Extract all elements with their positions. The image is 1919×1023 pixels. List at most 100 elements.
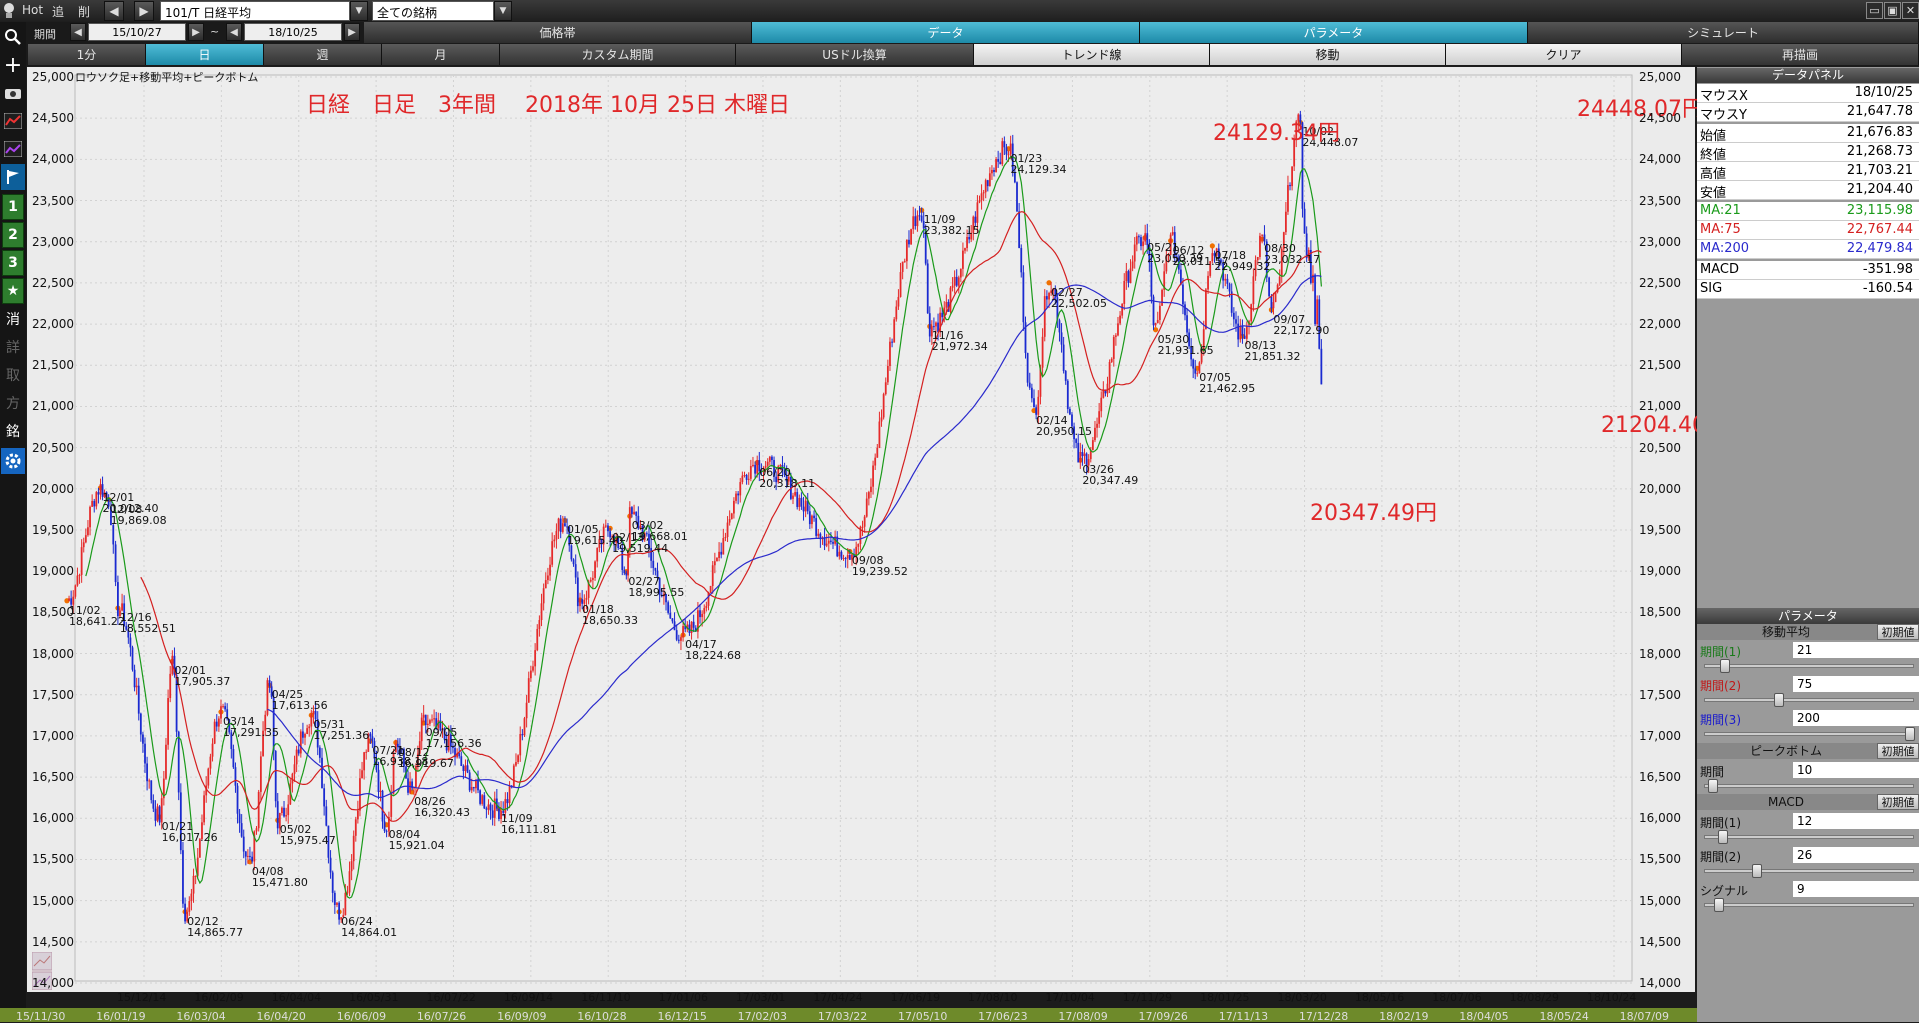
macd-period2-input[interactable]: 26 [1793, 847, 1919, 863]
ma-period2-knob[interactable] [1774, 693, 1784, 707]
candle-body [730, 513, 733, 520]
candle-body [804, 500, 807, 512]
macd-signal-knob[interactable] [1714, 898, 1724, 912]
candle-body [652, 560, 655, 568]
date-to-field[interactable]: 18/10/25 [244, 23, 342, 41]
direction-button[interactable]: 方 [6, 396, 20, 412]
chart-purple-icon[interactable] [1, 136, 25, 162]
tab-move[interactable]: 移動 [1210, 44, 1446, 65]
crosshair-icon[interactable]: + [3, 52, 23, 78]
search-icon[interactable] [1, 24, 25, 50]
erase-button[interactable]: 消 [6, 312, 20, 328]
macd-signal-input[interactable]: 9 [1793, 881, 1919, 897]
pb-period-input[interactable]: 10 [1793, 762, 1919, 778]
ma-reset-button[interactable]: 初期値 [1877, 624, 1919, 640]
ma-period2-slider[interactable] [1704, 698, 1914, 702]
candle-body [105, 492, 108, 499]
peak-label: 01/05 19,615.40 [567, 524, 623, 546]
tab-price-band[interactable]: 価格帯 [364, 22, 752, 43]
tab-usd-conversion[interactable]: USドル換算 [736, 44, 974, 65]
maximize-button[interactable]: ▣ [1884, 2, 1901, 19]
peak-date: 06/24 [341, 914, 373, 928]
symbol-button[interactable]: 銘 [6, 424, 20, 440]
ma-period2-input[interactable]: 75 [1793, 676, 1919, 692]
ma-period1-slider[interactable] [1704, 664, 1914, 668]
pb-period-knob[interactable] [1708, 779, 1718, 793]
macd-signal-slider[interactable] [1704, 903, 1914, 907]
candle-body [107, 498, 110, 507]
pb-reset-button[interactable]: 初期値 [1877, 743, 1919, 759]
add-button[interactable]: 追 [52, 5, 65, 19]
preset-1-button[interactable]: 1 [2, 194, 24, 220]
tab-clear[interactable]: クリア [1446, 44, 1682, 65]
tab-redraw[interactable]: 再描画 [1682, 44, 1919, 65]
camera-icon[interactable] [1, 80, 25, 106]
candle-body [581, 599, 584, 604]
trade-button[interactable]: 取 [6, 368, 20, 384]
tab-daily[interactable]: 日 [146, 44, 264, 65]
candle-body [861, 526, 864, 528]
tab-monthly[interactable]: 月 [382, 44, 500, 65]
macd-period1-input[interactable]: 12 [1793, 813, 1919, 829]
candle-body [848, 555, 851, 560]
candle-body [331, 872, 334, 893]
flag-icon[interactable] [1, 164, 25, 190]
ma-period1-knob[interactable] [1720, 659, 1730, 673]
candle-body [1048, 292, 1050, 300]
gear-icon[interactable] [1, 448, 25, 474]
bottom-x-label: 16/06/09 [336, 1010, 387, 1023]
candle-body [1062, 344, 1065, 371]
candle-body [495, 798, 498, 809]
lightbulb-icon[interactable] [2, 2, 16, 20]
universe-dropdown-icon[interactable]: ▼ [494, 1, 512, 21]
date-from-prev-button[interactable]: ◀ [70, 23, 86, 41]
candle-body [1003, 141, 1006, 148]
chart-area[interactable]: ロウソク足+移動平均+ピークボトム 日経 日足 3年間 2018年 10月 25… [27, 67, 1728, 1004]
prev-symbol-button[interactable]: ◀ [104, 1, 124, 21]
pb-period-slider[interactable] [1704, 784, 1914, 788]
macd-period1-knob[interactable] [1718, 830, 1728, 844]
macd-reset-button[interactable]: 初期値 [1877, 794, 1919, 810]
macd-period2-slider[interactable] [1704, 869, 1914, 873]
close-button[interactable]: ✕ [1902, 2, 1919, 19]
symbol-dropdown-icon[interactable]: ▼ [350, 1, 368, 21]
symbol-field[interactable]: 101/T 日経平均 [160, 1, 350, 21]
candle-body [135, 685, 138, 688]
tab-weekly[interactable]: 週 [264, 44, 382, 65]
candle-body [594, 561, 596, 578]
date-to-next-button[interactable]: ▶ [344, 23, 360, 41]
date-from-field[interactable]: 15/10/27 [88, 23, 186, 41]
candle-body [255, 828, 258, 832]
ma-period1-input[interactable]: 21 [1793, 642, 1919, 658]
tab-simulate[interactable]: シミュレート [1528, 22, 1919, 43]
preset-2-button[interactable]: 2 [2, 222, 24, 248]
ma-period3-input[interactable]: 200 [1793, 710, 1919, 726]
date-from-next-button[interactable]: ▶ [188, 23, 204, 41]
tab-data[interactable]: データ [752, 22, 1140, 43]
universe-field[interactable]: 全ての銘柄 [372, 1, 494, 21]
candle-body [878, 421, 881, 448]
preset-3-button[interactable]: 3 [2, 250, 24, 276]
ma-period3-slider[interactable] [1704, 732, 1914, 736]
tab-custom-period[interactable]: カスタム期間 [500, 44, 736, 65]
candle-body [1194, 368, 1197, 374]
minimize-button[interactable]: ▭ [1866, 2, 1883, 19]
tab-trend-line[interactable]: トレンド線 [974, 44, 1210, 65]
detail-button[interactable]: 詳 [6, 340, 20, 356]
hot-button[interactable]: Hot [22, 3, 44, 17]
candle-body [842, 558, 845, 560]
ma-period3-knob[interactable] [1905, 727, 1915, 741]
delete-button[interactable]: 削 [78, 5, 91, 19]
chart-red-icon[interactable] [1, 108, 25, 134]
macd-period1-slider[interactable] [1704, 835, 1914, 839]
favorite-star-icon[interactable]: ★ [2, 278, 24, 304]
candle-body [491, 810, 494, 818]
peak-value: 15,921.04 [388, 838, 445, 852]
tab-1min[interactable]: 1分 [28, 44, 146, 65]
candle-body [775, 476, 778, 483]
date-to-prev-button[interactable]: ◀ [226, 23, 242, 41]
next-symbol-button[interactable]: ▶ [134, 1, 154, 21]
tab-parameters[interactable]: パラメータ [1140, 22, 1528, 43]
macd-period2-knob[interactable] [1752, 864, 1762, 878]
peak-value: 18,995.55 [628, 585, 685, 599]
